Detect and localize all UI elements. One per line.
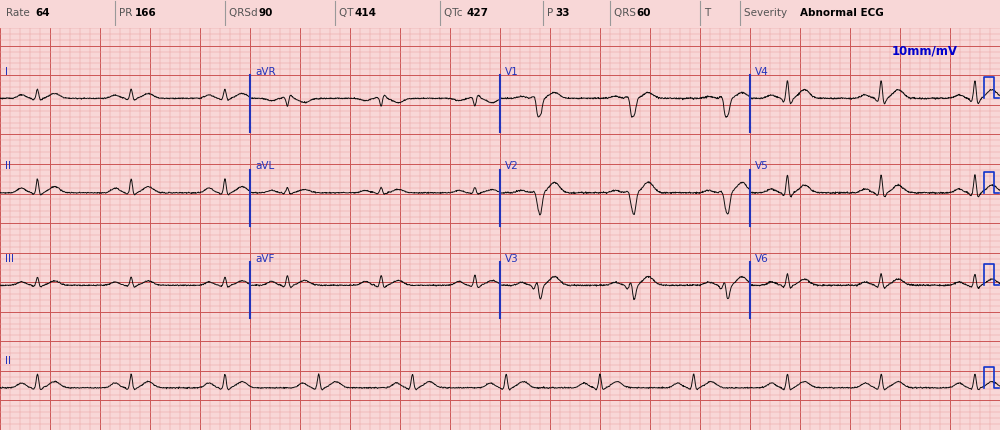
Text: 33: 33 [556, 8, 570, 18]
Text: 90: 90 [258, 8, 273, 18]
Text: QTc: QTc [444, 8, 466, 18]
Text: 414: 414 [355, 8, 377, 18]
Text: III: III [5, 254, 14, 264]
Text: V2: V2 [505, 162, 519, 172]
Text: P: P [547, 8, 556, 18]
Text: V3: V3 [505, 254, 519, 264]
Text: Abnormal ECG: Abnormal ECG [800, 8, 884, 18]
Text: II: II [5, 356, 11, 366]
Text: aVR: aVR [255, 67, 276, 77]
Text: aVL: aVL [255, 162, 274, 172]
Text: 60: 60 [636, 8, 651, 18]
Text: 166: 166 [135, 8, 156, 18]
Text: Severity: Severity [744, 8, 790, 18]
Text: 10mm/mV: 10mm/mV [892, 44, 958, 57]
Text: 64: 64 [35, 8, 50, 18]
Text: II: II [5, 162, 11, 172]
Text: V6: V6 [755, 254, 769, 264]
Text: Rate: Rate [6, 8, 33, 18]
Text: I: I [5, 67, 8, 77]
Text: V1: V1 [505, 67, 519, 77]
Text: V5: V5 [755, 162, 769, 172]
Text: QRSd: QRSd [229, 8, 261, 18]
Text: PR: PR [119, 8, 136, 18]
Text: QT: QT [339, 8, 357, 18]
Text: V4: V4 [755, 67, 769, 77]
Text: aVF: aVF [255, 254, 274, 264]
Text: 427: 427 [466, 8, 488, 18]
Text: QRS: QRS [614, 8, 639, 18]
Text: T: T [704, 8, 714, 18]
